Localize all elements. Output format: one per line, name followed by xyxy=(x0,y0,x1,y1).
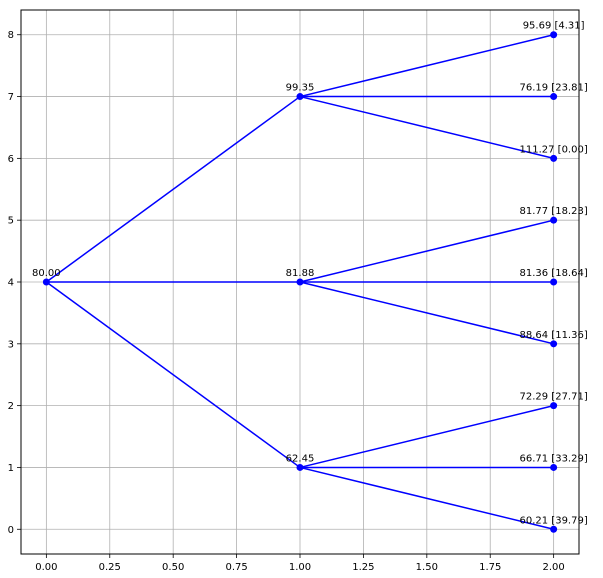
y-tick-label: 0 xyxy=(8,525,14,536)
tree-edge xyxy=(45,95,301,283)
tree-node-marker xyxy=(296,278,304,286)
tree-nodes xyxy=(42,31,558,533)
tree-node-marker xyxy=(42,278,50,286)
tree-edge xyxy=(45,281,301,469)
node-value-label: 111.27 [0.00] xyxy=(520,144,588,155)
tree-node-marker xyxy=(296,93,304,101)
node-labels: 80.00 99.35 81.88 62.45 95.69 [4.31] 76.19 [2… xyxy=(32,21,588,527)
tree-edges xyxy=(45,33,554,531)
node-value-label: 66.71 [33.29] xyxy=(520,453,588,464)
node-value-label: 81.36 [18.64] xyxy=(520,268,588,279)
tree-edge xyxy=(299,33,554,98)
y-tick-label: 7 xyxy=(8,92,14,103)
x-tick-label: 1.50 xyxy=(416,562,438,573)
y-tick-label: 6 xyxy=(8,154,14,165)
x-tick-label: 1.75 xyxy=(479,562,501,573)
y-axis: 0 1 2 3 4 5 6 7 8 xyxy=(8,30,21,536)
x-tick-label: 0.75 xyxy=(225,562,247,573)
node-value-label: 60.21 [39.79] xyxy=(520,515,588,526)
x-tick-label: 0.50 xyxy=(162,562,184,573)
tree-node-marker xyxy=(550,463,558,471)
node-value-label: 95.69 [4.31] xyxy=(523,21,585,32)
y-tick-label: 3 xyxy=(8,339,14,350)
node-value-label: 62.45 xyxy=(286,453,315,464)
tree-node-marker xyxy=(550,278,558,286)
tree-node-marker xyxy=(550,216,558,224)
tree-node-marker xyxy=(550,31,558,39)
tree-edge xyxy=(299,404,554,469)
x-tick-label: 2.00 xyxy=(543,562,565,573)
node-value-label: 88.64 [11.36] xyxy=(520,330,588,341)
tree-edge xyxy=(299,466,554,531)
x-tick-label: 1.00 xyxy=(289,562,311,573)
x-axis: 0.00 0.25 0.50 0.75 1.00 1.25 1.50 1.75 2.00 xyxy=(35,554,565,573)
node-value-label: 81.88 xyxy=(286,268,315,279)
tree-edge xyxy=(299,219,554,283)
y-tick-label: 5 xyxy=(8,216,14,227)
tree-node-marker xyxy=(550,93,558,101)
tree-edge xyxy=(299,281,554,345)
node-value-label: 99.35 xyxy=(286,83,315,94)
tree-edge xyxy=(299,95,554,160)
tree-node-marker xyxy=(296,463,304,471)
y-tick-label: 1 xyxy=(8,463,14,474)
x-tick-label: 1.25 xyxy=(352,562,374,573)
x-tick-label: 0.25 xyxy=(99,562,121,573)
y-tick-label: 4 xyxy=(8,278,14,289)
tree-node-marker xyxy=(550,402,558,410)
node-value-label: 80.00 xyxy=(32,268,61,279)
tree-node-marker xyxy=(550,154,558,162)
x-tick-label: 0.00 xyxy=(35,562,57,573)
node-value-label: 72.29 [27.71] xyxy=(520,392,588,403)
node-value-label: 81.77 [18.23] xyxy=(520,206,588,217)
node-value-label: 76.19 [23.81] xyxy=(520,83,588,94)
tree-node-marker xyxy=(550,525,558,533)
tree-node-marker xyxy=(550,340,558,348)
y-tick-label: 8 xyxy=(8,30,14,41)
y-tick-label: 2 xyxy=(8,401,14,412)
